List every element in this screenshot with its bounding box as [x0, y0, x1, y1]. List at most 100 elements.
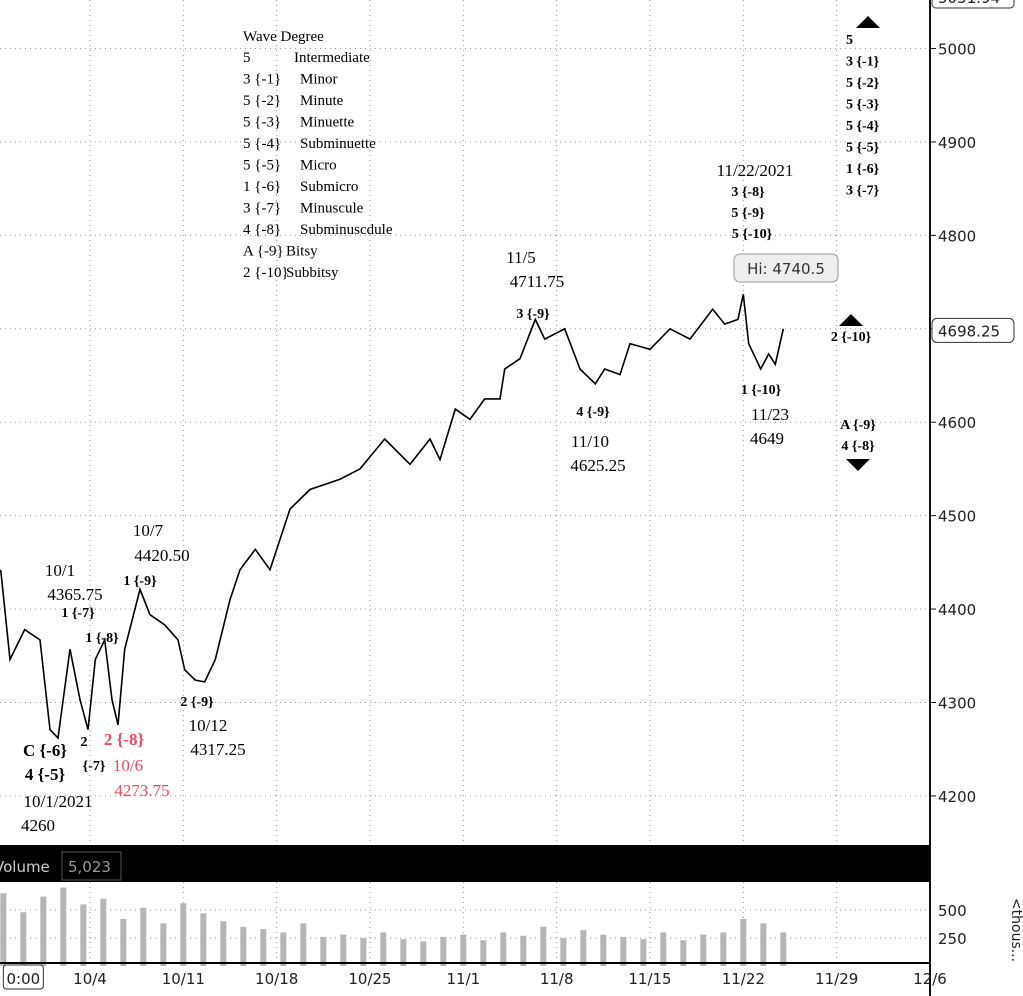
x-tick-label: 10/11	[162, 970, 205, 988]
volume-bar	[180, 903, 187, 966]
legend-name: Minuette	[300, 115, 354, 131]
x-tick-label: 11/8	[540, 970, 574, 988]
x-tick-label: 11/1	[446, 970, 480, 988]
legend-name: Submicro	[300, 179, 358, 195]
wave-label: 3 {-8}	[731, 185, 765, 200]
legend-name: Minute	[300, 93, 344, 109]
y-tick-label: 500	[938, 902, 967, 920]
x-tick-label: 11/22	[722, 970, 765, 988]
legend-code: 1 {-6}	[243, 179, 281, 195]
volume-bar	[460, 934, 467, 966]
volume-bar	[480, 940, 487, 966]
price-line	[0, 294, 785, 740]
volume-bar	[60, 887, 67, 966]
legend-name: Intermediate	[294, 50, 370, 66]
legend-code: 5	[243, 50, 251, 66]
y-tick-label: 4500	[938, 508, 976, 526]
legend-code: 5 {-5}	[243, 158, 281, 174]
volume-bar	[540, 926, 547, 966]
high-label: Hi: 4740.5	[747, 260, 825, 278]
volume-bar	[620, 936, 627, 966]
volume-axis-label: <thous...	[1008, 898, 1023, 962]
y-tick-label: 4200	[938, 788, 976, 806]
legend-code: 5 {-3}	[243, 115, 281, 131]
volume-bar	[760, 923, 767, 966]
wave-label: 4649	[750, 429, 784, 448]
wave-label: 11/5	[506, 248, 536, 267]
volume-header	[0, 845, 930, 882]
x-axis-line	[0, 962, 930, 964]
volume-bar	[80, 904, 87, 966]
volume-bar	[140, 907, 147, 966]
volume-bar	[0, 893, 7, 966]
volume-bar	[600, 934, 607, 966]
legend-code: 5 {-2}	[243, 93, 281, 109]
wave-label: 4625.25	[570, 456, 625, 475]
high-callout	[733, 253, 839, 283]
last-price-label: 4698.25	[938, 322, 1000, 340]
wave-label: 2 {-10}	[831, 330, 872, 345]
count-label: 3 {-1}	[846, 55, 880, 70]
count-label: 5 {-4}	[846, 119, 880, 134]
legend-name: Minuscule	[300, 201, 364, 217]
wave-label: 10/1	[45, 561, 75, 580]
wave-label: 5 {-9}	[731, 206, 765, 221]
volume-bar	[500, 932, 507, 966]
x-tick-label: 10/4	[73, 970, 107, 988]
x-tick-box	[2, 964, 44, 990]
volume-bar	[660, 932, 667, 966]
volume-bar	[520, 935, 527, 966]
legend-code: 3 {-7}	[243, 201, 281, 217]
volume-bar	[780, 932, 787, 966]
arrow-up	[856, 16, 880, 28]
wave-label: 10/7	[133, 521, 164, 540]
volume-bar	[280, 932, 287, 966]
wave-label: 4 {-8}	[841, 439, 875, 454]
volume-bar	[720, 932, 727, 966]
x-tick-label: 10/25	[348, 970, 391, 988]
count-label: 5 {-5}	[846, 141, 880, 156]
volume-bar	[320, 936, 327, 966]
last-price-box	[931, 317, 1015, 343]
y-tick-label: 4600	[938, 414, 976, 432]
wave-label: 10/12	[189, 716, 228, 735]
wave-label: C {-6}	[23, 741, 67, 760]
volume-bar	[220, 921, 227, 966]
volume-bar	[100, 898, 107, 966]
volume-bar	[160, 923, 167, 966]
wave-label: 1 {-7}	[61, 606, 95, 621]
x-tick-label: 11/29	[815, 970, 858, 988]
volume-box	[61, 851, 122, 881]
count-label: 5 {-3}	[846, 98, 880, 113]
volume-bar	[740, 918, 747, 966]
wave-label: 4 {-5}	[25, 765, 66, 784]
volume-bar	[560, 938, 567, 966]
wave-label: 1 {-10}	[741, 383, 782, 398]
volume-bar	[700, 934, 707, 966]
y-tick-label: 4400	[938, 601, 976, 619]
wave-label: 2	[81, 735, 88, 750]
count-label: 3 {-7}	[846, 184, 880, 199]
legend-code: A {-9}	[243, 244, 284, 260]
legend-name: Subminuette	[300, 136, 376, 152]
annotations: Hi: 4740.5 Wave Degree 5 Intermediate 3 {-1}…	[21, 29, 880, 835]
wave-label: 1 {-9}	[123, 574, 157, 589]
volume-bar	[260, 929, 267, 966]
wave-label: 4365.75	[47, 585, 102, 604]
legend-name: Minor	[300, 72, 338, 88]
wave-label: 5 {-10}	[732, 227, 773, 242]
volume-bar	[300, 923, 307, 966]
arrow-up	[839, 314, 863, 326]
volume-last: 5,023	[68, 858, 111, 876]
legend-name: Subminuscdule	[300, 222, 393, 238]
legend-code: 4 {-8}	[243, 222, 281, 238]
volume-bar	[680, 940, 687, 966]
x-tick-label: 10/18	[255, 970, 298, 988]
wave-label: {-7}	[83, 759, 106, 774]
volume-bar	[400, 939, 407, 966]
wave-label: 4420.50	[134, 546, 189, 565]
arrow-down	[846, 459, 870, 471]
wave-label: 1 {-8}	[85, 631, 119, 646]
volume-bar	[580, 930, 587, 966]
price-box	[931, 0, 1015, 9]
